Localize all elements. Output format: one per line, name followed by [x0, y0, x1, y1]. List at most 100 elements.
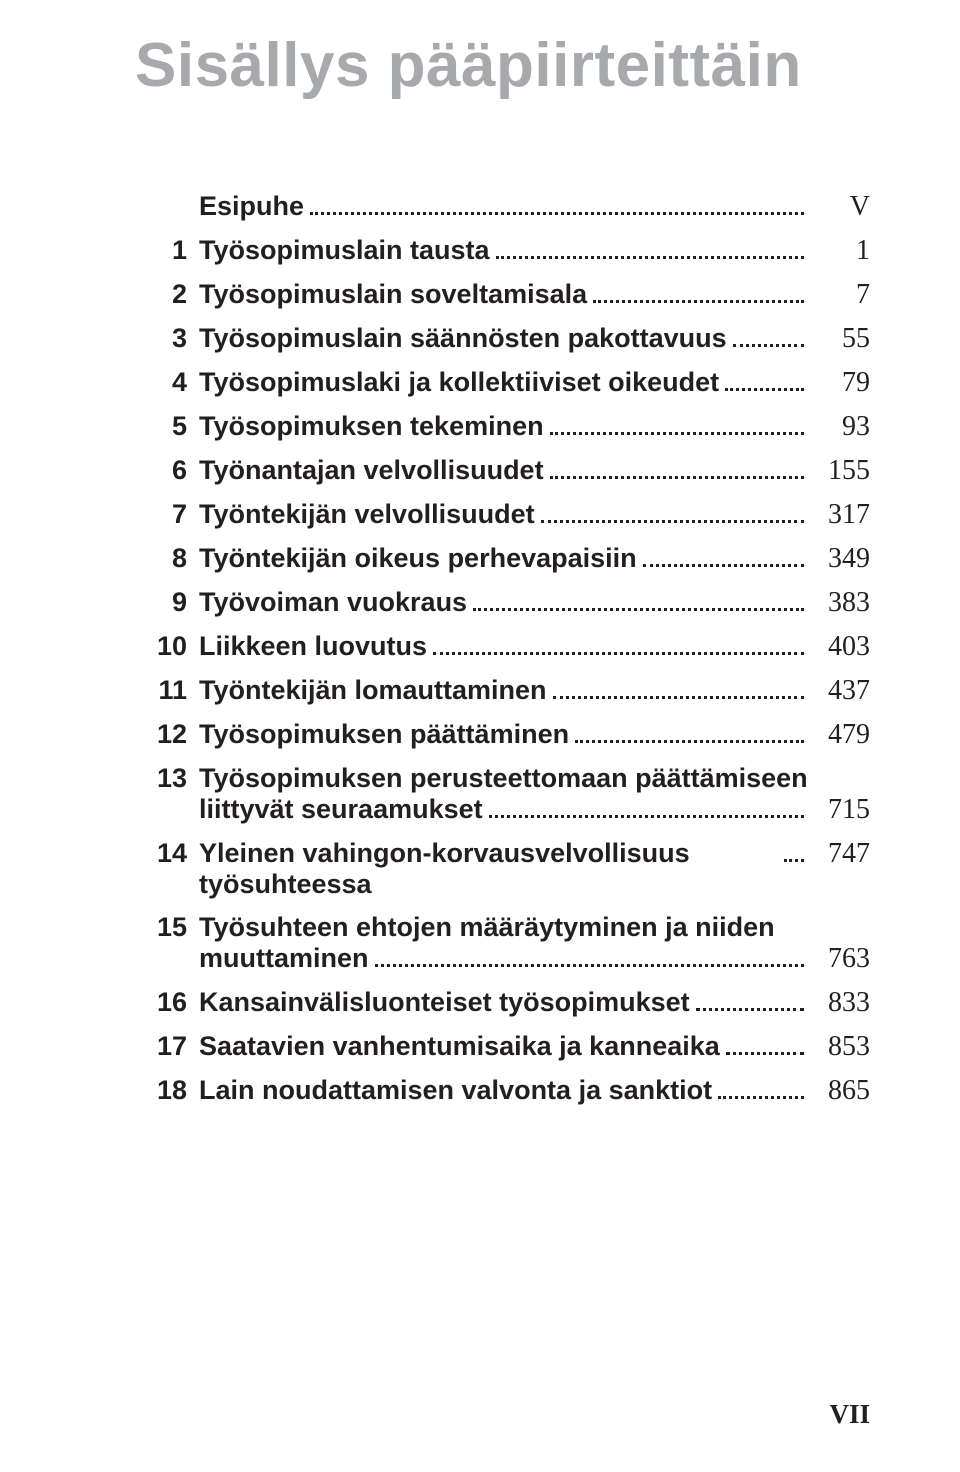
toc-page-number: 317: [810, 499, 870, 531]
toc-chapter-number: 12: [135, 719, 199, 750]
toc-entry-label: Esipuhe: [199, 191, 304, 222]
page-number-footer: VII: [829, 1399, 870, 1430]
toc-chapter-number: 5: [135, 411, 199, 442]
toc-chapter-number: 8: [135, 543, 199, 574]
page-title: Sisällys pääpiirteittäin: [135, 30, 870, 101]
toc-row: 9Työvoiman vuokraus 383: [135, 587, 870, 619]
toc-entry-label: Lain noudattamisen valvonta ja sanktiot: [199, 1075, 712, 1106]
toc-page-number: 479: [810, 719, 870, 751]
toc-leader-dots: [784, 843, 804, 862]
toc-chapter-number: 18: [135, 1075, 199, 1106]
toc-entry-label: Työsopimuksen päättäminen: [199, 719, 569, 750]
toc-entry-label: Työntekijän velvollisuudet: [199, 499, 535, 530]
toc-chapter-number: 3: [135, 323, 199, 354]
toc-entry-label: Työsopimuslain tausta: [199, 235, 490, 266]
toc-page-number: 7: [810, 279, 870, 311]
toc-row: muuttaminen 763: [135, 943, 870, 975]
toc-row: Esipuhe V: [135, 191, 870, 223]
toc-page-number: 715: [810, 794, 870, 826]
toc-leader-dots: [593, 284, 804, 303]
toc-row: liittyvät seuraamukset 715: [135, 794, 870, 826]
toc-page-number: 383: [810, 587, 870, 619]
toc-leader-dots: [553, 680, 804, 699]
toc-row: 17Saatavien vanhentumisaika ja kanneaika…: [135, 1031, 870, 1063]
page: Sisällys pääpiirteittäin EsipuheV1Työsop…: [0, 0, 960, 1472]
toc-chapter-number: 1: [135, 235, 199, 266]
table-of-contents: EsipuheV1Työsopimuslain tausta12Työsopim…: [135, 191, 870, 1107]
toc-entry-label: Työsopimuksen perusteettomaan päättämise…: [199, 763, 808, 794]
toc-entry-label: Yleinen vahingon-korvausvelvollisuus työ…: [199, 838, 778, 900]
toc-chapter-number: 16: [135, 987, 199, 1018]
toc-leader-dots: [718, 1080, 804, 1099]
toc-page-number: 853: [810, 1031, 870, 1063]
toc-page-number: 155: [810, 455, 870, 487]
toc-leader-dots: [489, 799, 804, 818]
toc-page-number: 79: [810, 367, 870, 399]
toc-leader-dots: [375, 948, 804, 967]
toc-page-number: V: [810, 191, 870, 223]
toc-entry-label: liittyvät seuraamukset: [199, 794, 483, 825]
toc-entry-label: Työsopimuksen tekeminen: [199, 411, 544, 442]
toc-row: 4Työsopimuslaki ja kollektiiviset oikeud…: [135, 367, 870, 399]
toc-leader-dots: [433, 636, 804, 655]
toc-leader-dots: [733, 328, 804, 347]
toc-leader-dots: [496, 240, 804, 259]
toc-entry-label: Saatavien vanhentumisaika ja kanneaika: [199, 1031, 720, 1062]
toc-row: 14Yleinen vahingon-korvausvelvollisuus t…: [135, 838, 870, 900]
toc-entry-label: Liikkeen luovutus: [199, 631, 427, 662]
toc-page-number: 763: [810, 943, 870, 975]
toc-entry-label: Työsopimuslaki ja kollektiiviset oikeude…: [199, 367, 719, 398]
toc-row: 8Työntekijän oikeus perhevapaisiin 349: [135, 543, 870, 575]
toc-leader-dots: [696, 992, 804, 1011]
toc-page-number: 833: [810, 987, 870, 1019]
toc-entry-label: Työsopimuslain säännösten pakottavuus: [199, 323, 727, 354]
toc-page-number: 865: [810, 1075, 870, 1107]
toc-leader-dots: [541, 504, 804, 523]
toc-leader-dots: [550, 460, 804, 479]
toc-entry-label: muuttaminen: [199, 943, 369, 974]
toc-entry-label: Työntekijän oikeus perhevapaisiin: [199, 543, 637, 574]
toc-row: 16Kansainvälisluonteiset työsopimukset 83…: [135, 987, 870, 1019]
toc-chapter-number: 10: [135, 631, 199, 662]
toc-row: 18Lain noudattamisen valvonta ja sanktio…: [135, 1075, 870, 1107]
toc-row: 5Työsopimuksen tekeminen 93: [135, 411, 870, 443]
toc-entry-label: Työsuhteen ehtojen määräytyminen ja niid…: [199, 912, 775, 943]
toc-entry-label: Työnantajan velvollisuudet: [199, 455, 544, 486]
toc-leader-dots: [725, 372, 804, 391]
toc-entry-label: Työvoiman vuokraus: [199, 587, 467, 618]
toc-chapter-number: 4: [135, 367, 199, 398]
toc-row: 11Työntekijän lomauttaminen437: [135, 675, 870, 707]
toc-entry-label: Työsopimuslain soveltamisala: [199, 279, 587, 310]
toc-chapter-number: 9: [135, 587, 199, 618]
toc-page-number: 403: [810, 631, 870, 663]
toc-leader-dots: [473, 592, 804, 611]
toc-row: 15Työsuhteen ehtojen määräytyminen ja ni…: [135, 912, 870, 943]
toc-chapter-number: 14: [135, 838, 199, 869]
toc-chapter-number: 17: [135, 1031, 199, 1062]
toc-chapter-number: 6: [135, 455, 199, 486]
toc-chapter-number: 2: [135, 279, 199, 310]
toc-chapter-number: 11: [135, 675, 199, 706]
toc-page-number: 93: [810, 411, 870, 443]
toc-chapter-number: 7: [135, 499, 199, 530]
toc-row: 12Työsopimuksen päättäminen 479: [135, 719, 870, 751]
toc-leader-dots: [726, 1036, 804, 1055]
toc-leader-dots: [575, 724, 804, 743]
toc-leader-dots: [310, 196, 804, 215]
toc-page-number: 349: [810, 543, 870, 575]
toc-row: 7Työntekijän velvollisuudet 317: [135, 499, 870, 531]
toc-row: 13Työsopimuksen perusteettomaan päättämi…: [135, 763, 870, 794]
toc-row: 6Työnantajan velvollisuudet 155: [135, 455, 870, 487]
toc-row: 3Työsopimuslain säännösten pakottavuus55: [135, 323, 870, 355]
toc-leader-dots: [550, 416, 804, 435]
toc-leader-dots: [643, 548, 804, 567]
toc-row: 2Työsopimuslain soveltamisala 7: [135, 279, 870, 311]
toc-chapter-number: 15: [135, 912, 199, 943]
toc-page-number: 437: [810, 675, 870, 707]
toc-page-number: 1: [810, 235, 870, 267]
toc-entry-label: Kansainvälisluonteiset työsopimukset: [199, 987, 690, 1018]
toc-page-number: 747: [810, 838, 870, 870]
toc-row: 1Työsopimuslain tausta1: [135, 235, 870, 267]
toc-row: 10Liikkeen luovutus 403: [135, 631, 870, 663]
toc-chapter-number: 13: [135, 763, 199, 794]
